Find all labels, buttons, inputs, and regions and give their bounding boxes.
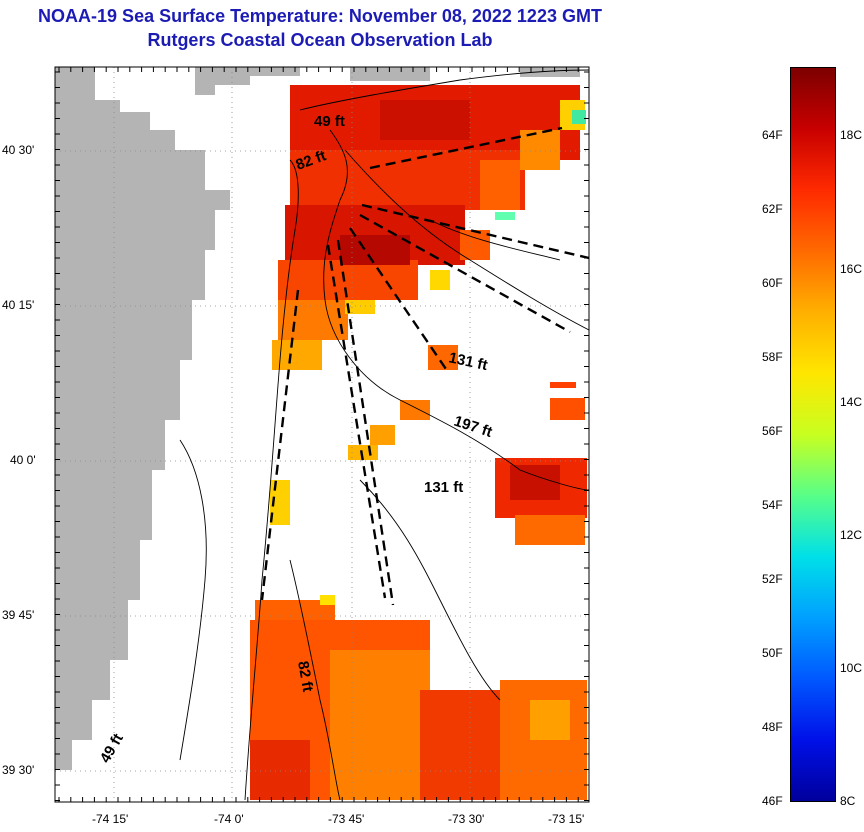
colorbar-c-label: 14C [840, 395, 863, 409]
lat-label: 39 45' [2, 608, 35, 622]
map-grid [55, 67, 589, 802]
colorbar-c-label: 16C [840, 262, 863, 276]
lat-label: 39 30' [2, 763, 35, 777]
transect-lines [260, 126, 590, 606]
colorbar-f-label: 58F [762, 350, 783, 364]
frame-ticks [55, 67, 589, 802]
bathymetry-contours [179, 69, 590, 801]
colorbar-c-label: 12C [840, 528, 863, 542]
land-top-right [350, 67, 430, 81]
colorbar-f-label: 56F [762, 424, 783, 438]
colorbar-f-label: 64F [762, 128, 783, 142]
colorbar-f-label: 62F [762, 202, 783, 216]
lat-label: 40 30' [2, 143, 35, 157]
land-top-far-right [520, 67, 580, 77]
temperature-colorbar [790, 67, 836, 802]
land-new-jersey [55, 67, 230, 770]
colorbar-f-label: 48F [762, 720, 783, 734]
map-frame [54, 66, 590, 803]
lon-label: -74 0' [214, 812, 244, 826]
lon-label: -73 15' [548, 812, 585, 826]
depth-label: 49 ft [314, 113, 345, 130]
colorbar-c-label: 8C [840, 794, 856, 808]
land-northern-shore [195, 67, 300, 95]
depth-label: 82 ft [294, 660, 316, 693]
lon-label: -73 30' [448, 812, 485, 826]
colorbar-f-label: 52F [762, 572, 783, 586]
lat-label: 40 15' [2, 298, 35, 312]
colorbar-f-label: 60F [762, 276, 783, 290]
depth-label: 131 ft [424, 479, 463, 496]
colorbar-f-label: 46F [762, 794, 783, 808]
colorbar-c-label: 18C [840, 128, 863, 142]
lat-label: 40 0' [10, 453, 36, 467]
sst-north-block [272, 85, 586, 370]
sst-south-block [250, 595, 587, 800]
map-subtitle: Rutgers Coastal Ocean Observation Lab [147, 30, 493, 50]
map-title: NOAA-19 Sea Surface Temperature: Novembe… [38, 6, 602, 26]
lon-label: -73 45' [328, 812, 365, 826]
colorbar-c-label: 10C [840, 661, 863, 675]
colorbar-f-label: 50F [762, 646, 783, 660]
lon-label: -74 15' [92, 812, 129, 826]
colorbar-f-label: 54F [762, 498, 783, 512]
